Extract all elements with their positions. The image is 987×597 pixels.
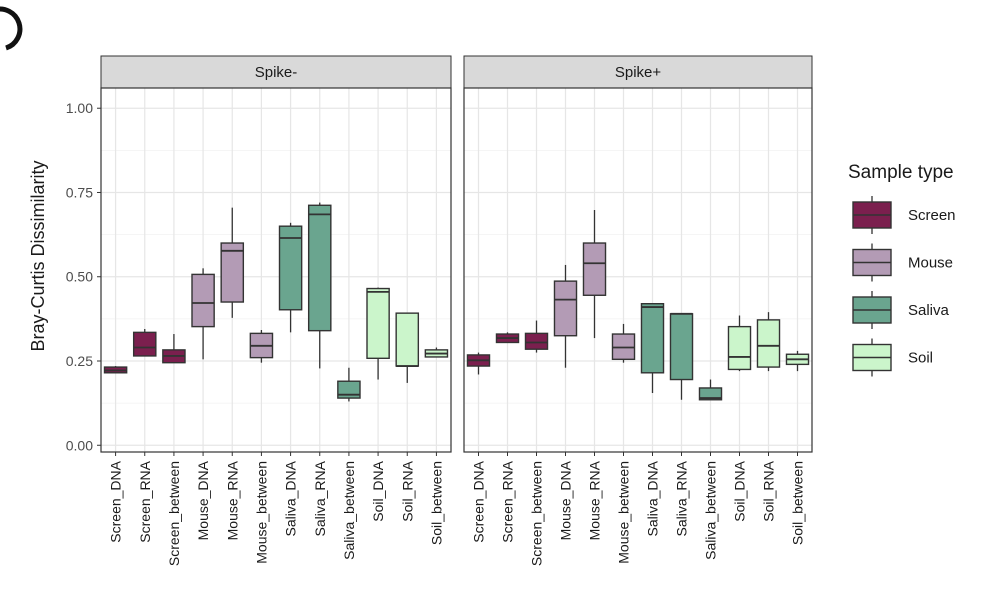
x-tick-label: Saliva_DNA xyxy=(645,460,661,536)
facet-strip xyxy=(100,55,452,89)
box-mouse-between xyxy=(611,323,636,363)
legend-item-screen: Screen xyxy=(852,196,956,234)
box-iqr xyxy=(191,273,215,328)
facet-strip-title: Spike+ xyxy=(615,64,662,81)
box-soil-between xyxy=(424,347,449,358)
legend-label: Screen xyxy=(908,207,956,224)
x-tick-label: Saliva_between xyxy=(703,461,719,560)
box-iqr xyxy=(395,312,420,367)
legend: Sample type Screen Mouse Saliva Soil xyxy=(848,162,956,377)
legend-label: Soil xyxy=(908,350,933,367)
box-iqr xyxy=(307,204,332,332)
box-mouse-rna xyxy=(582,210,607,339)
x-tick-label: Mouse_DNA xyxy=(195,460,211,540)
panel-background xyxy=(101,88,451,452)
box-iqr xyxy=(756,319,781,368)
x-tick-label: Screen_between xyxy=(529,461,545,566)
box-soil-between xyxy=(785,350,810,372)
box-iqr xyxy=(582,242,607,296)
box-screen-rna xyxy=(132,328,157,357)
box-saliva-between xyxy=(698,379,723,401)
x-tick-label: Soil_RNA xyxy=(399,460,415,521)
box-screen-between xyxy=(524,320,549,353)
box-iqr xyxy=(640,303,665,374)
box-saliva-rna xyxy=(307,202,332,369)
box-iqr xyxy=(698,387,723,401)
y-axis-title: Bray-Curtis Dissimilarity xyxy=(28,160,48,351)
box-iqr xyxy=(132,331,157,357)
box-iqr xyxy=(524,332,549,350)
box-iqr xyxy=(727,325,752,371)
box-screen-rna xyxy=(495,332,520,344)
box-screen-dna xyxy=(466,352,491,375)
box-mouse-rna xyxy=(220,207,245,318)
panel-background xyxy=(464,88,812,452)
x-tick-label: Mouse_between xyxy=(616,461,632,564)
facet-strip-title: Spike- xyxy=(255,64,298,81)
box-screen-between xyxy=(162,334,186,364)
legend-title: Sample type xyxy=(848,162,954,183)
panel-border xyxy=(100,87,452,453)
y-tick-label: 1.00 xyxy=(66,100,93,116)
y-tick-label: 0.50 xyxy=(66,269,93,285)
box-iqr xyxy=(669,313,694,381)
panel-1: Spike- Screen_DNA Screen_RNA Screen_between… xyxy=(100,55,452,566)
y-tick-label: 0.75 xyxy=(66,184,93,200)
box-iqr xyxy=(278,225,303,311)
x-tick-label: Saliva_RNA xyxy=(674,460,690,536)
y-tick-label: 0.00 xyxy=(66,437,93,453)
box-iqr xyxy=(366,287,390,360)
facet-panels: Spike- Screen_DNA Screen_RNA Screen_between… xyxy=(100,55,813,566)
y-axis: 0.00 0.25 0.50 0.75 1.00 xyxy=(66,100,101,453)
box-iqr xyxy=(553,280,578,337)
box-iqr xyxy=(220,242,245,303)
x-tick-label: Mouse_RNA xyxy=(587,460,603,540)
x-tick-label: Mouse_RNA xyxy=(224,460,240,540)
legend-label: Saliva xyxy=(908,302,950,319)
box-soil-dna xyxy=(366,287,390,380)
box-screen-dna xyxy=(103,366,128,374)
panel-letter-arc xyxy=(0,6,23,51)
box-soil-dna xyxy=(727,315,752,372)
legend-item-saliva: Saliva xyxy=(852,291,950,329)
x-tick-label: Screen_DNA xyxy=(108,460,124,542)
legend-item-soil: Soil xyxy=(852,338,933,377)
box-saliva-dna xyxy=(278,222,303,333)
box-soil-rna xyxy=(756,312,781,372)
legend-item-mouse: Mouse xyxy=(852,243,953,282)
x-tick-label: Soil_DNA xyxy=(370,460,386,521)
y-tick-label: 0.25 xyxy=(66,353,93,369)
x-tick-label: Soil_DNA xyxy=(732,460,748,521)
x-tick-label: Soil_between xyxy=(428,461,444,545)
x-tick-label: Saliva_DNA xyxy=(283,460,299,536)
box-soil-rna xyxy=(395,312,420,383)
box-saliva-rna xyxy=(669,312,694,400)
x-tick-label: Soil_between xyxy=(790,461,806,545)
box-saliva-dna xyxy=(640,303,665,394)
legend-label: Mouse xyxy=(908,255,953,272)
box-saliva-between xyxy=(337,367,361,402)
facet-strip xyxy=(463,55,813,89)
x-tick-label: Screen_between xyxy=(166,461,182,566)
box-mouse-dna xyxy=(553,264,578,368)
x-tick-label: Mouse_between xyxy=(253,461,269,564)
x-tick-label: Mouse_DNA xyxy=(558,460,574,540)
x-tick-label: Screen_DNA xyxy=(471,460,487,542)
x-tick-label: Saliva_RNA xyxy=(312,460,328,536)
box-mouse-dna xyxy=(191,268,215,360)
x-tick-label: Screen_RNA xyxy=(500,460,516,542)
box-mouse-between xyxy=(249,329,274,363)
panel-border xyxy=(463,87,813,453)
x-tick-label: Screen_RNA xyxy=(137,460,153,542)
panel-2: Spike+ Screen_DNA Screen_RNA Screen_between… xyxy=(463,55,813,566)
x-tick-label: Saliva_between xyxy=(341,461,357,560)
x-tick-label: Soil_RNA xyxy=(761,460,777,521)
